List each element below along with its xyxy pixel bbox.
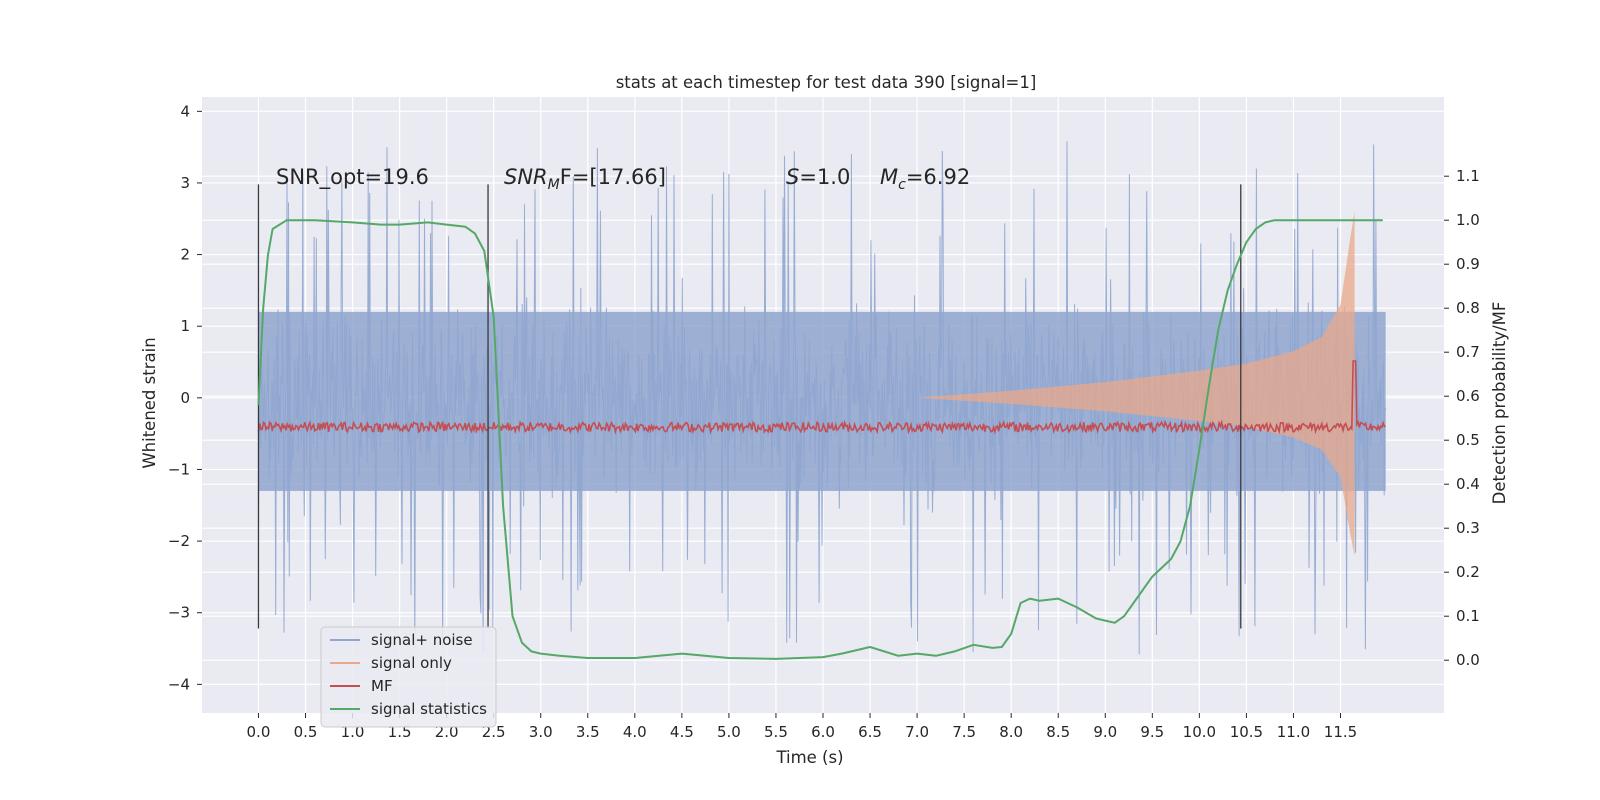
x-tick-label: 7.5 — [952, 723, 976, 741]
x-tick-label: 0.0 — [247, 723, 271, 741]
annotation-s: S=1.0 — [786, 165, 850, 189]
x-tick-label: 4.5 — [670, 723, 694, 741]
x-tick-label: 8.5 — [1046, 723, 1070, 741]
y-right-axis-ticks: 0.0 0.1 0.2 0.3 0.4 0.5 0.6 0.7 0.8 0.9 1.0 1.1 — [1444, 167, 1480, 669]
x-axis-label: Time (s) — [775, 748, 843, 767]
annotation-s-symbol: S — [786, 165, 799, 189]
annotation-s-value: =1.0 — [799, 165, 850, 189]
x-tick-label: 10.5 — [1230, 723, 1263, 741]
mf-line — [257, 360, 1386, 435]
y-right-tick-label: 1.1 — [1456, 167, 1480, 185]
annotation-snr-mf: SNRMF=[17.66] — [504, 165, 666, 193]
x-tick-label: 5.5 — [764, 723, 788, 741]
annotation-mc-symbol: M — [880, 165, 898, 189]
legend-label-signal-statistics: signal statistics — [371, 700, 487, 718]
y-right-tick-label: 0.9 — [1456, 255, 1480, 273]
y-right-tick-label: 0.4 — [1456, 475, 1480, 493]
y-right-tick-label: 0.2 — [1456, 563, 1480, 581]
x-tick-label: 11.0 — [1277, 723, 1310, 741]
y-tick-label: −2 — [168, 532, 190, 550]
y-right-axis-label: Detection probability/MF — [1490, 302, 1509, 505]
y-tick-label: 3 — [180, 174, 190, 192]
y-tick-label: −4 — [168, 675, 190, 693]
chart-title: stats at each timestep for test data 390… — [616, 73, 1037, 92]
annotation-mc-value: =6.92 — [906, 165, 970, 189]
signal-only-envelope — [917, 211, 1355, 557]
y-tick-label: 4 — [180, 102, 190, 120]
x-tick-label: 11.5 — [1324, 723, 1357, 741]
y-right-tick-label: 0.3 — [1456, 519, 1480, 537]
x-tick-label: 9.5 — [1140, 723, 1164, 741]
y-tick-label: −3 — [168, 604, 190, 622]
y-right-tick-label: 0.7 — [1456, 343, 1480, 361]
series-signal-only — [917, 211, 1355, 557]
annotation-snr-mf-symbol: SNR — [504, 165, 548, 189]
x-tick-label: 9.0 — [1093, 723, 1117, 741]
y-right-tick-label: 0.0 — [1456, 651, 1480, 669]
y-right-tick-label: 0.8 — [1456, 299, 1480, 317]
y-axis-label: Whitened strain — [140, 337, 159, 468]
annotation-snr-mf-subscript: M — [548, 177, 560, 193]
x-tick-label: 0.5 — [294, 723, 318, 741]
y-tick-label: 0 — [180, 389, 190, 407]
annotation-mc-subscript: c — [898, 177, 906, 193]
legend-label-signal-only: signal only — [371, 654, 452, 672]
y-right-tick-label: 0.6 — [1456, 387, 1480, 405]
y-axis-ticks: 4 3 2 1 0 −1 −2 −3 −4 — [168, 102, 202, 693]
series-signal-statistics — [257, 219, 1383, 660]
annotation-snr-mf-value: F=[17.66] — [560, 165, 666, 189]
y-tick-label: −1 — [168, 460, 190, 478]
y-right-tick-label: 0.5 — [1456, 431, 1480, 449]
y-tick-label: 2 — [180, 246, 190, 264]
signal-statistics-line — [257, 219, 1383, 660]
legend-box — [320, 626, 497, 728]
legend-label-signal-noise: signal+ noise — [371, 631, 473, 649]
vertical-markers — [257, 184, 1242, 629]
x-tick-label: 8.0 — [999, 723, 1023, 741]
x-tick-label: 3.0 — [529, 723, 553, 741]
x-tick-label: 10.0 — [1183, 723, 1216, 741]
x-tick-label: 7.0 — [905, 723, 929, 741]
legend: signal+ noise signal only MF signal stat… — [320, 626, 497, 728]
y-right-tick-label: 0.1 — [1456, 607, 1480, 625]
x-tick-label: 4.0 — [623, 723, 647, 741]
x-tick-label: 3.5 — [576, 723, 600, 741]
x-tick-label: 5.0 — [717, 723, 741, 741]
x-tick-label: 6.0 — [811, 723, 835, 741]
annotation-mc: Mc=6.92 — [880, 165, 970, 193]
x-tick-label: 6.5 — [858, 723, 882, 741]
legend-label-mf: MF — [371, 677, 393, 695]
series-mf — [257, 360, 1386, 435]
y-right-tick-label: 1.0 — [1456, 211, 1480, 229]
y-tick-label: 1 — [180, 317, 190, 335]
annotation-snr-opt: SNR_opt=19.6 — [276, 165, 429, 190]
